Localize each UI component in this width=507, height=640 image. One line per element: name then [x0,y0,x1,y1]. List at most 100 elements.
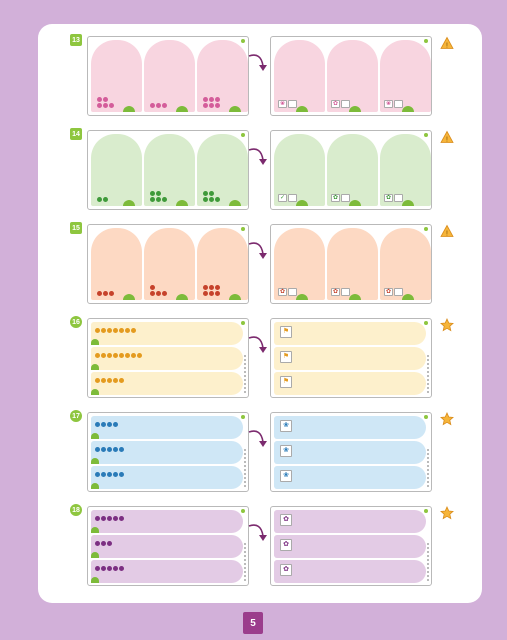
counter-icon [113,328,118,333]
bush-icon [402,294,414,300]
bush-icon [229,294,241,300]
band-slot: ⚑ [274,372,426,395]
counter-icon [101,541,106,546]
warning-triangle-icon: ! [440,224,454,237]
band-slot [91,560,243,583]
counter-icon [101,378,106,383]
column-slot: ✿ [380,228,431,300]
counter-icon [162,197,167,202]
bush-icon [296,106,308,112]
bush-icon [91,552,99,558]
column-slot [91,134,142,206]
band-slot [91,347,243,370]
bush-icon [91,389,99,395]
exercise-13: 13 ❀ ✿ ❀! [38,24,482,116]
column-slot: ✿ [274,228,325,300]
counter-icon [97,291,102,296]
band-slot [91,441,243,464]
card-dot [424,227,428,231]
answer-tile [394,100,403,108]
counter-icon [113,516,118,521]
counter-icon [209,97,214,102]
column-slot: ❀ [274,40,325,112]
answer-tile: ❀ [278,100,287,108]
exercise-17: 17 ❀ ❀ ❀ [38,400,482,492]
answer-tile: ✿ [384,194,393,202]
answer-tile [341,100,350,108]
counter-icon [103,97,108,102]
counter-icon [103,197,108,202]
answer-tile: ✿ [331,194,340,202]
question-card [87,36,249,116]
counter-icon [95,328,100,333]
counter-icon [103,103,108,108]
bush-icon [91,527,99,533]
answer-tile [394,194,403,202]
page-number: 5 [243,612,263,634]
svg-text:!: ! [446,136,448,143]
worksheet-page: 13 ❀ ✿ ❀! 14 ✓ ✿ ✿! 15 ✿ ✿ ✿! 16 ⚑ ⚑ ⚑ 17 ❀ ❀ ❀ 18 ✿ ✿ ✿ [38,24,482,603]
counter-icon [101,472,106,477]
counter-icon [150,191,155,196]
band-slot [91,466,243,489]
card-edge [244,355,246,393]
counter-icon [209,191,214,196]
counter-icon [150,103,155,108]
question-card [87,224,249,304]
answer-card: ✿ ✿ ✿ [270,224,432,304]
counter-icon [203,191,208,196]
answer-tile [341,194,350,202]
bush-icon [176,294,188,300]
counter-icon [215,197,220,202]
card-edge [427,449,429,487]
card-edge [244,543,246,581]
band-slot [91,535,243,558]
exercise-18: 18 ✿ ✿ ✿ [38,494,482,586]
band-slot: ❀ [274,441,426,464]
counter-icon [107,472,112,477]
answer-tile: ✿ [280,564,292,576]
counter-icon [107,353,112,358]
bush-icon [229,200,241,206]
counter-icon [113,422,118,427]
counter-icon [95,422,100,427]
card-dot [241,509,245,513]
band-slot: ⚑ [274,347,426,370]
counter-icon [113,353,118,358]
counter-icon [107,422,112,427]
svg-text:!: ! [446,230,448,237]
card-dot [241,133,245,137]
curved-arrow-icon [248,524,267,541]
counter-icon [95,447,100,452]
exercise-15: 15 ✿ ✿ ✿! [38,212,482,304]
counter-icon [95,378,100,383]
question-card [87,130,249,210]
column-slot: ✿ [327,228,378,300]
counter-icon [156,103,161,108]
counter-icon [95,472,100,477]
counter-icon [109,103,114,108]
counter-icon [209,103,214,108]
counter-icon [119,328,124,333]
counter-icon [162,103,167,108]
answer-card: ✿ ✿ ✿ [270,506,432,586]
column-slot: ✓ [274,134,325,206]
counter-icon [203,291,208,296]
counter-icon [203,197,208,202]
bush-icon [91,458,99,464]
band-slot: ❀ [274,466,426,489]
answer-tile [288,194,297,202]
bush-icon [402,200,414,206]
bush-icon [91,483,99,489]
column-slot [197,134,248,206]
column-slot [197,40,248,112]
card-edge [427,543,429,581]
counter-icon [113,378,118,383]
counter-icon [119,353,124,358]
counter-icon [107,516,112,521]
answer-tile: ❀ [280,445,292,457]
card-dot [424,39,428,43]
band-slot [91,510,243,533]
warning-triangle-icon: ! [440,36,454,49]
band-slot [91,416,243,439]
